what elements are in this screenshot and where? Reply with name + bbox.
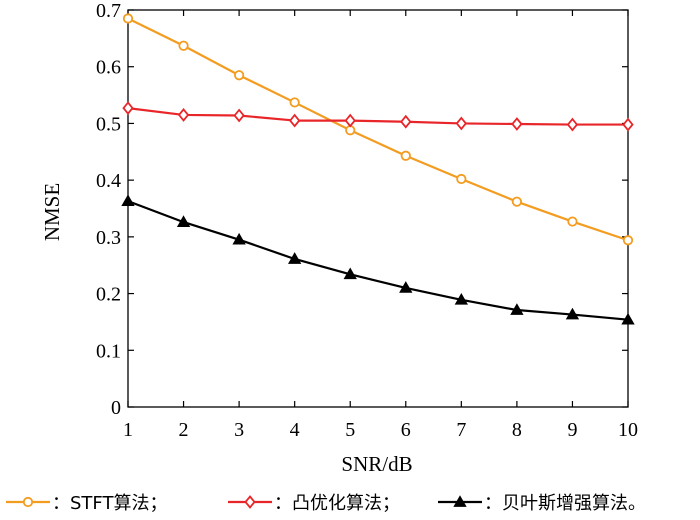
- legend-item: ：贝叶斯增强算法。: [438, 493, 646, 514]
- data-point: [289, 113, 301, 128]
- series-circle: [122, 13, 634, 246]
- legend-marker: [244, 495, 256, 509]
- x-tick-label: 9: [567, 419, 577, 441]
- x-tick-label: 7: [456, 419, 466, 441]
- x-axis-label: SNR/dB: [341, 452, 412, 476]
- data-point: [454, 293, 468, 305]
- y-tick-label: 0.3: [96, 227, 121, 249]
- data-point: [511, 117, 523, 131]
- data-point: [122, 101, 134, 116]
- x-tick-label: 10: [618, 419, 638, 441]
- data-point: [343, 267, 357, 280]
- y-tick-label: 0.1: [96, 340, 121, 362]
- data-point: [232, 232, 246, 245]
- x-tick-label: 4: [290, 419, 300, 441]
- y-axis-ticks: 0 0.1 0.2 0.3 0.4 0.5 0.6 0.7: [96, 0, 628, 419]
- data-point: [455, 116, 467, 131]
- x-tick-label: 2: [179, 419, 189, 441]
- data-point: [400, 114, 412, 129]
- data-point: [510, 303, 524, 315]
- legend-label: ：STFT算法；: [52, 493, 167, 514]
- y-tick-label: 0.2: [96, 284, 121, 306]
- data-point: [122, 13, 134, 24]
- legend-marker: [22, 496, 34, 508]
- y-tick-label: 0: [111, 397, 121, 419]
- series-triangle: [121, 194, 635, 325]
- data-point: [289, 97, 300, 108]
- data-point: [400, 150, 411, 161]
- data-point: [176, 215, 191, 227]
- plot-area-border: [127, 9, 629, 408]
- data-point: [456, 173, 467, 185]
- series-line: [127, 107, 628, 126]
- data-point: [399, 281, 413, 293]
- data-point: [565, 307, 580, 320]
- series-layer: [121, 13, 635, 325]
- data-point: [567, 216, 578, 227]
- legend-item: ：凸优化算法；: [228, 493, 400, 514]
- data-point: [288, 252, 302, 264]
- data-point: [233, 108, 245, 123]
- legend-label: ：凸优化算法；: [274, 493, 400, 514]
- y-axis-label: NMSE: [40, 183, 64, 241]
- y-tick-label: 0.6: [96, 57, 121, 79]
- y-tick-label: 0.4: [96, 170, 121, 192]
- series-line: [127, 17, 629, 242]
- series-diamond: [122, 101, 634, 132]
- x-axis-ticks: 1 2 3 4 5 6 7 8 9 10: [123, 10, 638, 441]
- legend: ：STFT算法； ：凸优化算法； ：贝叶斯增强算法。: [6, 493, 646, 514]
- x-tick-label: 3: [234, 419, 244, 441]
- legend-marker: [453, 495, 467, 507]
- data-point: [234, 70, 245, 81]
- plot-frame: [127, 9, 629, 408]
- legend-item: ：STFT算法；: [6, 493, 167, 514]
- data-point: [511, 196, 522, 207]
- data-point: [177, 108, 190, 122]
- x-tick-label: 5: [345, 419, 355, 441]
- y-tick-label: 0.5: [96, 113, 121, 135]
- data-point: [566, 117, 579, 132]
- data-point: [622, 235, 634, 246]
- x-tick-label: 1: [123, 419, 133, 441]
- legend-label: ：贝叶斯增强算法。: [484, 493, 646, 514]
- x-tick-label: 8: [512, 419, 522, 441]
- data-point: [344, 113, 356, 128]
- y-tick-label: 0.7: [96, 0, 121, 22]
- data-point: [621, 312, 635, 325]
- data-point: [622, 117, 634, 132]
- data-point: [121, 194, 135, 206]
- data-point: [178, 40, 189, 51]
- x-tick-label: 6: [401, 419, 411, 441]
- series-line: [127, 200, 629, 321]
